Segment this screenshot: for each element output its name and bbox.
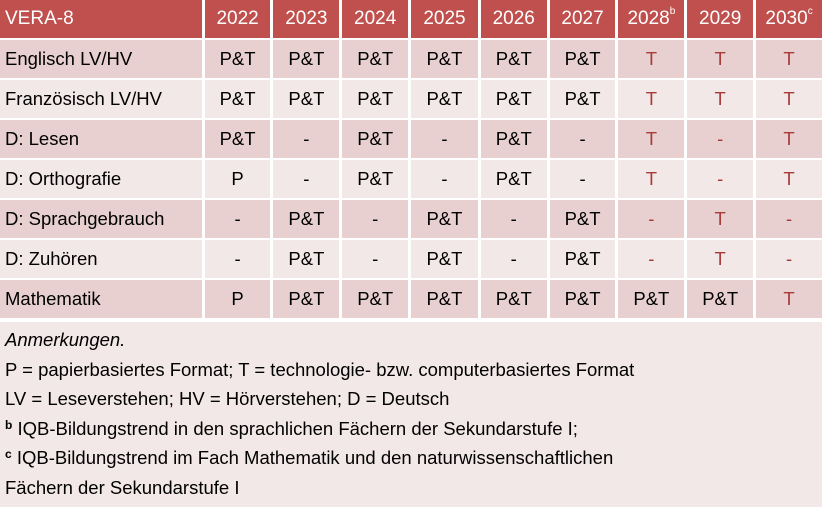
format-cell: - xyxy=(204,240,271,278)
header-year: 2029 xyxy=(687,0,754,38)
notes-title: Anmerkungen. xyxy=(5,329,126,350)
format-cell: T xyxy=(687,80,754,118)
subject-cell: Englisch LV/HV xyxy=(0,40,202,78)
format-cell: - xyxy=(342,200,409,238)
format-cell: - xyxy=(618,200,685,238)
format-cell: P&T xyxy=(549,80,616,118)
format-cell: - xyxy=(756,240,822,278)
format-cell: - xyxy=(756,200,822,238)
format-cell: P&T xyxy=(342,80,409,118)
format-cell: T xyxy=(756,120,822,158)
table-row: Englisch LV/HV P&T P&T P&T P&T P&T P&T T T T xyxy=(0,40,822,78)
format-cell: T xyxy=(687,40,754,78)
notes-section: Anmerkungen. P = papierbasiertes Format;… xyxy=(0,322,822,507)
vera-8-schedule-table: VERA-8 2022 2023 2024 2025 2026 2027 2028b 2029 2… xyxy=(0,0,822,318)
table-row: Mathematik P P&T P&T P&T P&T P&T P&T P&T T xyxy=(0,280,822,318)
subject-cell: D: Lesen xyxy=(0,120,202,158)
notes-line-abbreviations: LV = Leseverstehen; HV = Hörverstehen; D… xyxy=(5,388,450,409)
format-cell: T xyxy=(618,160,685,198)
format-cell: P&T xyxy=(480,40,547,78)
subject-cell: Französisch LV/HV xyxy=(0,80,202,118)
format-cell: T xyxy=(756,40,822,78)
format-cell: P&T xyxy=(549,240,616,278)
format-cell: P&T xyxy=(342,120,409,158)
format-cell: P xyxy=(204,280,271,318)
format-cell: P&T xyxy=(273,80,340,118)
format-cell: P&T xyxy=(204,120,271,158)
format-cell: - xyxy=(480,200,547,238)
header-year: 2022 xyxy=(204,0,271,38)
format-cell: - xyxy=(480,240,547,278)
format-cell: P&T xyxy=(411,40,478,78)
format-cell: P&T xyxy=(480,280,547,318)
subject-cell: D: Sprachgebrauch xyxy=(0,200,202,238)
header-year: 2030c xyxy=(756,0,822,38)
format-cell: - xyxy=(618,240,685,278)
format-cell: P&T xyxy=(273,240,340,278)
format-cell: P&T xyxy=(204,40,271,78)
header-year: 2023 xyxy=(273,0,340,38)
format-cell: - xyxy=(687,120,754,158)
format-cell: T xyxy=(756,280,822,318)
table-row: D: Sprachgebrauch - P&T - P&T - P&T - T - xyxy=(0,200,822,238)
format-cell: P&T xyxy=(549,200,616,238)
format-cell: T xyxy=(618,80,685,118)
format-cell: - xyxy=(687,160,754,198)
subject-cell: Mathematik xyxy=(0,280,202,318)
format-cell: P&T xyxy=(411,240,478,278)
footnote-c-continued: Fächern der Sekundarstufe I xyxy=(5,476,240,498)
table-row: Französisch LV/HV P&T P&T P&T P&T P&T P&T T T T xyxy=(0,80,822,118)
format-cell: P&T xyxy=(273,200,340,238)
format-cell: - xyxy=(342,240,409,278)
format-cell: P&T xyxy=(549,280,616,318)
format-cell: P&T xyxy=(342,280,409,318)
format-cell: T xyxy=(687,240,754,278)
format-cell: T xyxy=(756,80,822,118)
table-row: D: Zuhören - P&T - P&T - P&T - T - xyxy=(0,240,822,278)
header-year: 2025 xyxy=(411,0,478,38)
format-cell: P&T xyxy=(204,80,271,118)
format-cell: P&T xyxy=(480,120,547,158)
format-cell: P&T xyxy=(618,280,685,318)
format-cell: P xyxy=(204,160,271,198)
format-cell: P&T xyxy=(687,280,754,318)
format-cell: P&T xyxy=(480,160,547,198)
format-cell: T xyxy=(618,40,685,78)
format-cell: P&T xyxy=(480,80,547,118)
format-cell: P&T xyxy=(411,200,478,238)
format-cell: P&T xyxy=(342,40,409,78)
subject-cell: D: Orthografie xyxy=(0,160,202,198)
format-cell: - xyxy=(549,120,616,158)
notes-line-formats: P = papierbasiertes Format; T = technolo… xyxy=(5,358,635,380)
footnote-c: c IQB-Bildungstrend im Fach Mathematik u… xyxy=(5,447,614,468)
format-cell: - xyxy=(204,200,271,238)
format-cell: P&T xyxy=(273,280,340,318)
format-cell: - xyxy=(411,160,478,198)
format-cell: P&T xyxy=(411,280,478,318)
header-row: VERA-8 2022 2023 2024 2025 2026 2027 2028b 2029 2… xyxy=(0,0,822,38)
format-cell: - xyxy=(411,120,478,158)
format-cell: P&T xyxy=(549,40,616,78)
format-cell: - xyxy=(273,120,340,158)
subject-cell: D: Zuhören xyxy=(0,240,202,278)
header-year: 2027 xyxy=(549,0,616,38)
header-year: 2028b xyxy=(618,0,685,38)
table-row: D: Lesen P&T - P&T - P&T - T - T xyxy=(0,120,822,158)
format-cell: P&T xyxy=(273,40,340,78)
table-row: D: Orthografie P - P&T - P&T - T - T xyxy=(0,160,822,198)
header-year: 2024 xyxy=(342,0,409,38)
header-year: 2026 xyxy=(480,0,547,38)
header-title: VERA-8 xyxy=(0,0,202,38)
format-cell: - xyxy=(273,160,340,198)
format-cell: - xyxy=(549,160,616,198)
format-cell: T xyxy=(618,120,685,158)
format-cell: T xyxy=(687,200,754,238)
footnote-b: b IQB-Bildungstrend in den sprachlichen … xyxy=(5,417,578,439)
format-cell: P&T xyxy=(411,80,478,118)
format-cell: T xyxy=(756,160,822,198)
format-cell: P&T xyxy=(342,160,409,198)
